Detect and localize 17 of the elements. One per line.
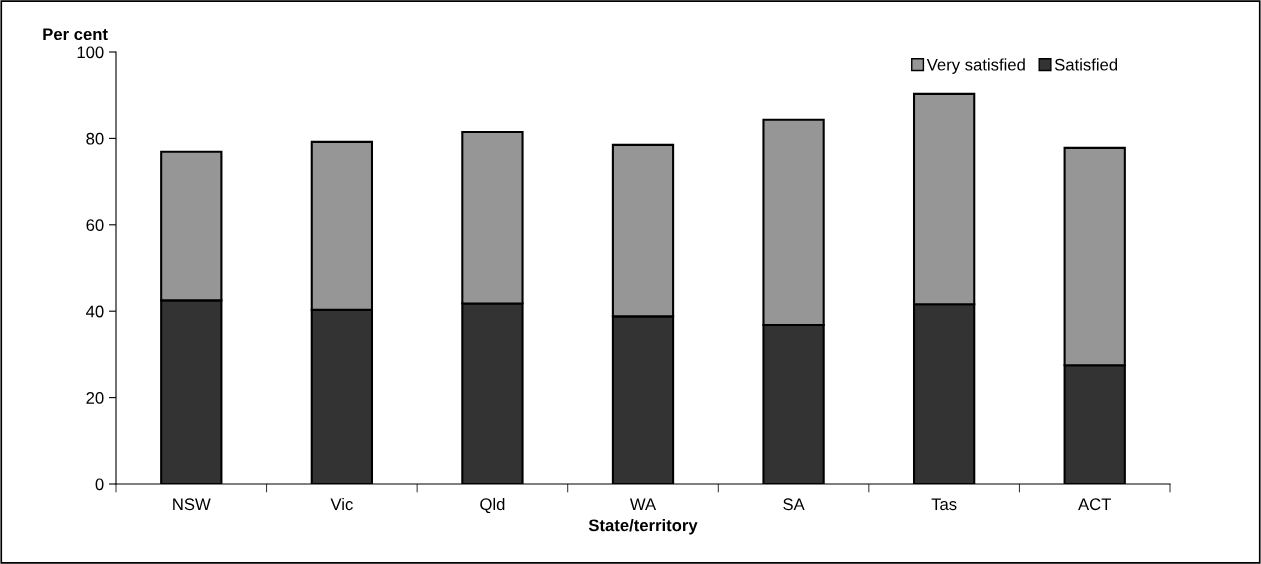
y-tick-label: 60 (86, 219, 104, 231)
x-tick-label: Vic (330, 497, 353, 511)
x-tick-label: WA (629, 498, 657, 510)
x-tick-label: NSW (173, 498, 211, 511)
x-tick-label: Qld (480, 497, 505, 514)
x-axis-title: State/territory (588, 518, 698, 535)
legend-label: Satisfied (1054, 58, 1118, 71)
y-tick-label: 80 (86, 132, 104, 145)
y-tick-label: 40 (86, 305, 104, 318)
x-tick-label: ACT (1078, 498, 1111, 511)
y-tick-label: 100 (77, 46, 104, 59)
legend-label: Very satisfied (926, 58, 1025, 74)
y-tick-label: 0 (95, 478, 104, 491)
x-tick-label: Tas (931, 498, 957, 511)
x-tick-label: SA (783, 498, 805, 511)
y-tick-label: 20 (86, 392, 104, 404)
y-axis-title: Per cent (43, 28, 108, 41)
